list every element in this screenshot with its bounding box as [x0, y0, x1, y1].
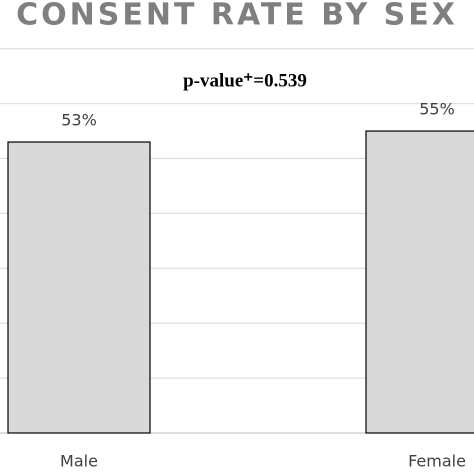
- bar: [7, 141, 151, 434]
- value-label: 55%: [419, 100, 455, 119]
- x-tick-label: Male: [60, 452, 98, 471]
- x-tick-label: Female: [408, 452, 466, 471]
- value-label: 53%: [61, 111, 97, 130]
- chart-title: CONSENT RATE BY SEX: [16, 0, 458, 33]
- annotation: p-value⁺=0.539: [183, 70, 307, 91]
- bar: [365, 130, 474, 434]
